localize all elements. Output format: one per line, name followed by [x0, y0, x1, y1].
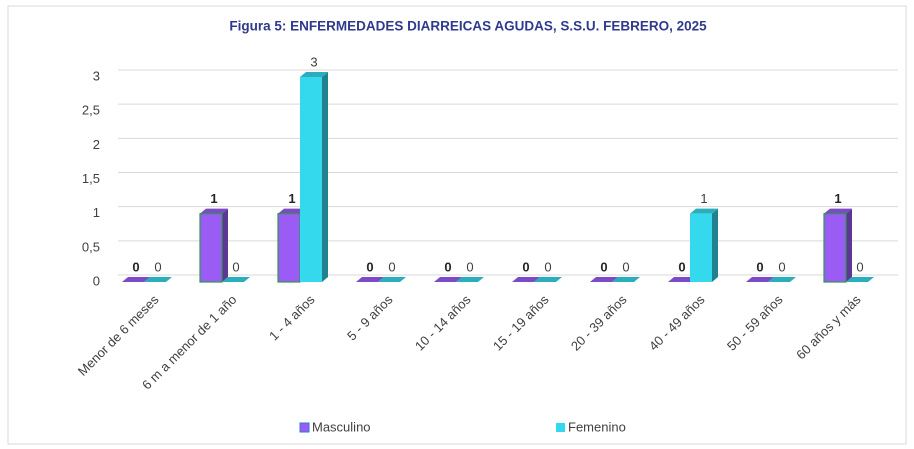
bar: [690, 213, 712, 282]
y-tick-label: 1,5: [82, 171, 100, 186]
bar-top: [434, 277, 462, 282]
bar: [823, 213, 847, 283]
bar-side: [322, 72, 328, 282]
bar-top: [590, 277, 618, 282]
data-label: 0: [600, 259, 607, 274]
data-label: 0: [778, 259, 785, 274]
y-tick-label: 0: [93, 273, 100, 288]
data-label: 3: [310, 54, 317, 69]
chart-title: Figura 5: ENFERMEDADES DIARREICAS AGUDAS…: [229, 19, 707, 34]
data-label: 1: [700, 191, 707, 206]
bar-top: [122, 277, 150, 282]
data-label: 0: [444, 259, 451, 274]
bar-top: [378, 277, 406, 282]
bar-top: [612, 277, 640, 282]
data-label: 1: [210, 191, 217, 206]
legend-label: Masculino: [312, 419, 371, 434]
bar-top: [768, 277, 796, 282]
data-label: 0: [522, 259, 529, 274]
y-tick-label: 1: [93, 205, 100, 220]
data-label: 0: [544, 259, 551, 274]
data-label: 0: [678, 259, 685, 274]
bar-top: [512, 277, 540, 282]
data-label: 0: [756, 259, 763, 274]
data-label: 0: [856, 259, 863, 274]
bar-top: [278, 208, 306, 214]
legend-label: Femenino: [568, 419, 626, 434]
data-label: 0: [622, 259, 629, 274]
y-tick-label: 2: [93, 137, 100, 152]
legend-swatch: [299, 422, 310, 433]
bar-top: [746, 277, 774, 282]
bar-top: [356, 277, 384, 282]
data-label: 0: [232, 259, 239, 274]
data-label: 0: [154, 259, 161, 274]
bar-side: [846, 208, 852, 282]
bar: [199, 213, 223, 283]
bar-top: [456, 277, 484, 282]
data-label: 0: [132, 259, 139, 274]
bar-top: [534, 277, 562, 282]
bar-top: [222, 277, 250, 282]
bar-top: [144, 277, 172, 282]
data-label: 0: [388, 259, 395, 274]
data-label: 0: [466, 259, 473, 274]
bar-side: [712, 208, 718, 282]
data-label: 1: [834, 191, 841, 206]
bar-side: [222, 208, 228, 282]
data-label: 1: [288, 191, 295, 206]
chart-frame: [7, 5, 907, 445]
legend-swatch: [556, 423, 565, 432]
bar: [277, 213, 301, 283]
y-tick-label: 0,5: [82, 239, 100, 254]
bar: [300, 77, 322, 282]
bar-top: [200, 208, 228, 214]
y-tick-label: 2,5: [82, 103, 100, 118]
bar-top: [668, 277, 696, 282]
bar-top: [846, 277, 874, 282]
y-tick-label: 3: [93, 68, 100, 83]
data-label: 0: [366, 259, 373, 274]
bar-top: [300, 72, 328, 77]
bar-top: [824, 208, 852, 214]
bar-top: [690, 208, 718, 214]
